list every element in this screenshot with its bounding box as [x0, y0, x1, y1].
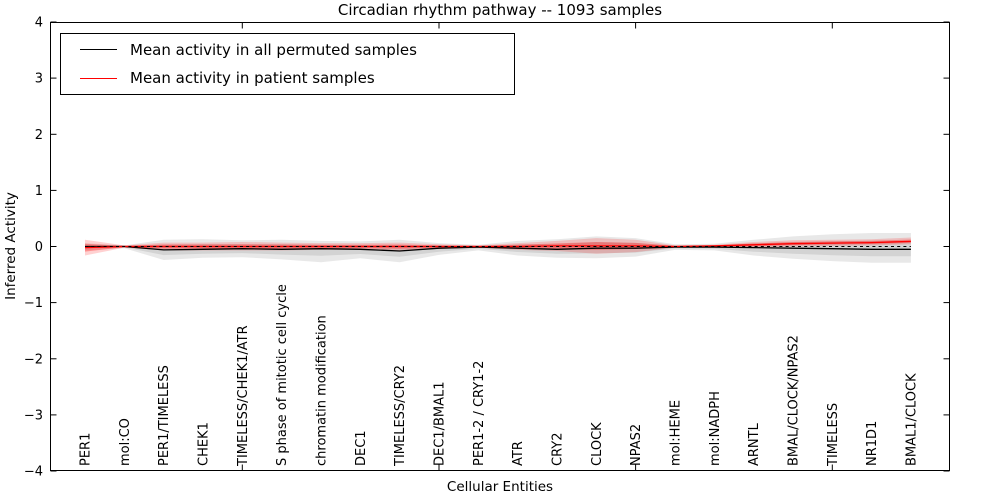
legend-row-permuted: Mean activity in all permuted samples — [61, 37, 514, 63]
x-category-label: DEC1/BMAL1 — [433, 382, 448, 467]
y-tick-label: −4 — [24, 465, 43, 480]
patient-line-sample — [80, 77, 117, 79]
x-category-label: NPAS2 — [629, 424, 644, 466]
chart-title: Circadian rhythm pathway -- 1093 samples — [337, 1, 663, 19]
legend-row-patient: Mean activity in patient samples — [61, 65, 514, 91]
y-tick-label: 2 — [35, 128, 43, 143]
y-tick-label: 1 — [35, 184, 43, 199]
y-tick-label: −2 — [24, 352, 43, 367]
x-category-label: BMAL/CLOCK/NPAS2 — [786, 335, 801, 466]
x-category-label: PER1 — [79, 433, 94, 466]
x-category-label: BMAL1/CLOCK — [904, 373, 919, 466]
x-category-label: TIMELESS — [826, 403, 841, 467]
x-category-label: CHEK1 — [197, 422, 212, 466]
y-tick-label: −3 — [24, 408, 43, 423]
x-category-label: chromatin modification — [315, 315, 330, 466]
x-category-label: mol:HEME — [668, 400, 683, 466]
permuted-line-sample — [80, 49, 117, 51]
y-tick-label: 0 — [35, 240, 43, 255]
y-tick-label: −1 — [24, 296, 43, 311]
x-category-label: NR1D1 — [865, 421, 880, 466]
x-category-label: TIMELESS/CHEK1/ATR — [236, 325, 251, 467]
x-category-label: CLOCK — [590, 422, 605, 466]
x-category-label: PER1-2 / CRY1-2 — [472, 361, 487, 466]
x-category-label: ARNTL — [747, 422, 762, 466]
legend-label-permuted: Mean activity in all permuted samples — [130, 40, 417, 59]
legend: Mean activity in all permuted samples Me… — [60, 33, 515, 95]
x-category-label: TIMELESS/CRY2 — [393, 365, 408, 467]
x-axis-label: Cellular Entities — [446, 479, 554, 495]
permuted-mean-line — [85, 245, 911, 252]
x-category-label: mol:NADPH — [708, 391, 723, 466]
patient-band-inner — [85, 239, 911, 252]
y-tick-label: 4 — [35, 16, 43, 31]
x-category-label: ATR — [511, 441, 526, 466]
x-category-label: S phase of mitotic cell cycle — [275, 284, 290, 466]
x-category-label: DEC1 — [354, 430, 369, 466]
y-tick-label: 3 — [35, 72, 43, 87]
legend-label-patient: Mean activity in patient samples — [130, 69, 375, 88]
x-category-label: PER1/TIMELESS — [157, 365, 172, 466]
permuted-band-inner — [85, 240, 911, 257]
x-category-label: CRY2 — [551, 433, 566, 467]
x-category-label: mol:CO — [118, 418, 133, 466]
